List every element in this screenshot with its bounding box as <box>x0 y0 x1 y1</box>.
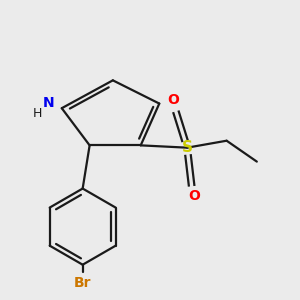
Text: S: S <box>182 140 193 155</box>
Text: N: N <box>43 96 55 110</box>
Text: H: H <box>33 107 42 120</box>
Text: Br: Br <box>74 276 92 290</box>
Text: O: O <box>188 189 200 203</box>
Text: O: O <box>167 93 179 107</box>
